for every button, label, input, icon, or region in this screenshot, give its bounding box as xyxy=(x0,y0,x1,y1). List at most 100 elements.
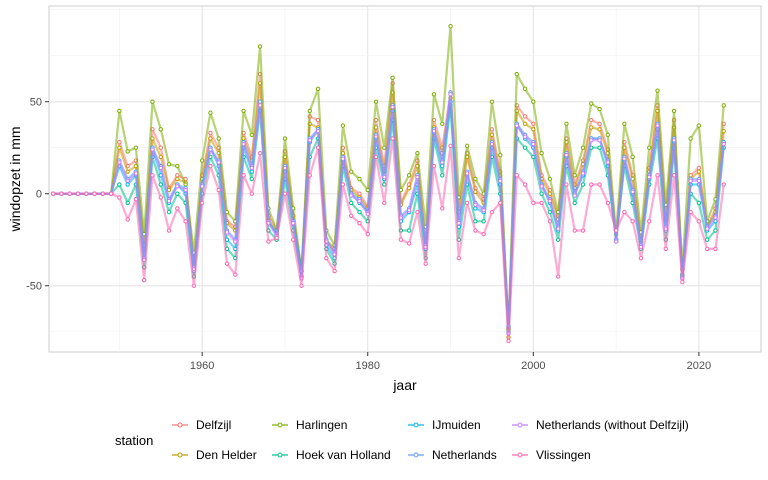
data-point xyxy=(547,176,553,182)
data-point xyxy=(142,278,147,283)
data-point xyxy=(464,200,470,206)
data-point xyxy=(199,200,205,206)
data-point xyxy=(647,219,652,224)
data-point xyxy=(647,145,652,150)
data-point xyxy=(216,187,221,193)
data-point xyxy=(166,209,172,215)
data-point xyxy=(597,121,602,126)
y-axis-title: windopzet in mm xyxy=(7,126,23,232)
data-point xyxy=(489,99,495,104)
data-point xyxy=(547,198,553,204)
series-line xyxy=(53,25,725,331)
data-point xyxy=(348,200,354,206)
data-point xyxy=(406,186,412,191)
data-point xyxy=(688,209,693,215)
data-point xyxy=(390,136,395,141)
data-point xyxy=(373,154,379,160)
data-point xyxy=(199,158,205,163)
data-point xyxy=(713,246,718,252)
data-point xyxy=(125,178,130,184)
data-point xyxy=(448,143,453,149)
data-point xyxy=(580,228,586,233)
data-point xyxy=(208,136,213,141)
data-point xyxy=(597,127,602,132)
x-tick-label: 1980 xyxy=(356,360,380,372)
data-point xyxy=(671,173,677,178)
data-point xyxy=(241,141,246,147)
data-point xyxy=(704,237,710,242)
data-point xyxy=(440,121,445,126)
data-point xyxy=(257,103,263,108)
data-point xyxy=(208,130,213,136)
data-point xyxy=(166,162,172,167)
legend-key-point xyxy=(177,452,183,458)
data-point xyxy=(688,178,693,184)
data-point xyxy=(175,191,180,196)
data-point xyxy=(382,200,387,206)
data-point xyxy=(382,145,387,150)
data-point xyxy=(448,24,453,29)
data-point xyxy=(175,176,180,182)
data-point xyxy=(522,114,528,119)
data-point xyxy=(547,209,553,215)
data-point xyxy=(183,187,188,193)
data-point xyxy=(340,182,346,187)
legend-label: Netherlands (without Delfzijl) xyxy=(536,418,689,432)
data-point xyxy=(522,145,528,150)
legend-item: Harlingen xyxy=(272,418,347,432)
data-point xyxy=(605,200,611,206)
data-point xyxy=(158,127,163,132)
data-point xyxy=(514,123,519,128)
data-point xyxy=(531,121,536,126)
data-point xyxy=(696,219,702,224)
data-point xyxy=(522,182,528,187)
data-point xyxy=(713,215,718,220)
data-point xyxy=(133,197,139,202)
legend-item: Delfzijl xyxy=(172,418,231,432)
data-point xyxy=(315,128,321,134)
legend-item: Netherlands xyxy=(408,448,497,462)
data-point xyxy=(117,108,122,114)
data-point xyxy=(721,141,726,147)
data-point xyxy=(59,191,64,196)
data-point xyxy=(224,230,230,235)
data-point xyxy=(208,163,213,169)
data-point xyxy=(622,209,627,215)
data-point xyxy=(415,174,420,180)
data-point xyxy=(357,176,362,182)
series-line xyxy=(53,93,725,335)
data-point xyxy=(365,232,370,237)
data-point xyxy=(175,184,180,189)
data-point xyxy=(638,255,644,261)
data-point xyxy=(580,182,586,187)
data-point xyxy=(249,176,255,182)
data-point xyxy=(456,220,462,226)
data-point xyxy=(605,132,611,138)
data-point xyxy=(166,228,172,233)
data-point xyxy=(555,274,561,279)
data-point xyxy=(125,169,130,174)
data-point xyxy=(357,209,362,215)
data-point xyxy=(440,160,445,165)
data-point xyxy=(498,200,503,206)
data-point xyxy=(406,241,412,246)
data-point xyxy=(655,173,660,178)
data-point xyxy=(249,169,255,174)
data-point xyxy=(199,184,205,189)
legend-key-point xyxy=(413,452,419,458)
y-tick-label: -50 xyxy=(26,281,42,293)
data-point xyxy=(547,219,553,224)
data-point xyxy=(216,136,221,141)
data-point xyxy=(158,182,163,187)
data-point xyxy=(282,136,288,141)
data-point xyxy=(671,138,677,143)
data-point xyxy=(291,237,296,242)
legend-key-point xyxy=(517,452,523,458)
data-point xyxy=(208,147,213,152)
data-point xyxy=(440,163,445,169)
data-point xyxy=(208,110,213,115)
legend-key-point xyxy=(177,422,183,428)
data-point xyxy=(282,165,288,171)
data-point xyxy=(522,86,528,92)
data-point xyxy=(572,173,577,178)
